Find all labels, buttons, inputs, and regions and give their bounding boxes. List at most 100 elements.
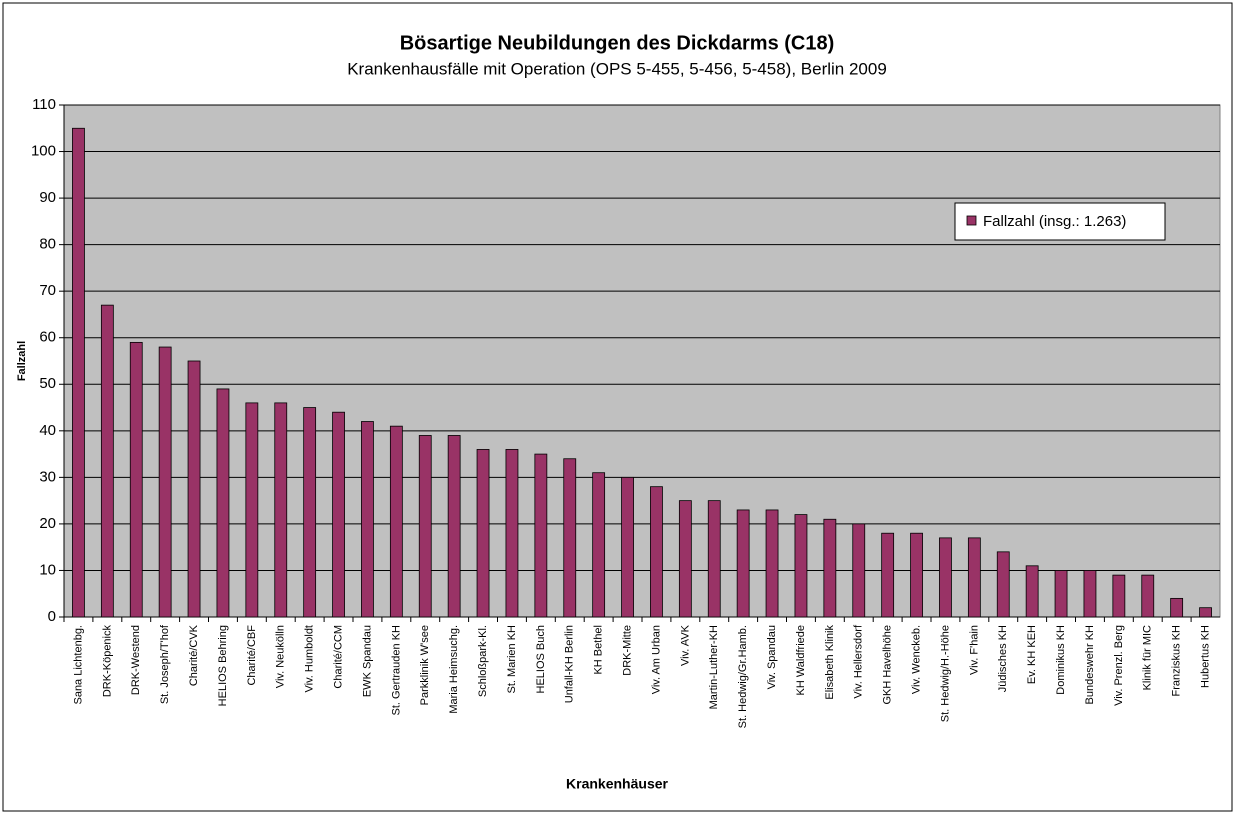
x-tick-label: St. Hedwig/Gr.Hamb. (737, 625, 749, 728)
y-tick-label: 100 (31, 143, 56, 160)
x-axis-label: Krankenhäuser (566, 776, 668, 792)
bar (418, 435, 432, 618)
bar (505, 449, 519, 618)
bar (1170, 597, 1184, 618)
y-tick-label: 30 (39, 468, 56, 485)
x-tick-label: Viv. Humboldt (304, 625, 316, 692)
x-tick-label: Viv. Wenckeb. (910, 625, 922, 694)
bar (794, 514, 808, 618)
bar (1199, 607, 1212, 618)
x-tick-label: Franziskus KH (1171, 625, 1183, 697)
x-tick-label: Unfall-KH Berlin (564, 625, 576, 703)
x-tick-label: Bundeswehr KH (1084, 625, 1096, 705)
bar (303, 407, 317, 618)
bar (447, 435, 461, 618)
bar (187, 360, 201, 618)
y-tick-label: 20 (39, 515, 56, 532)
y-tick-label: 40 (39, 422, 56, 439)
x-tick-label: DRK-Westend (130, 625, 142, 695)
x-tick-label: Viv. Prenzl. Berg (1113, 625, 1125, 706)
bar (216, 388, 230, 618)
x-tick-label: KH Waldfriede (795, 625, 807, 696)
x-tick-label: Charité/CVK (188, 624, 200, 686)
x-tick-label: KH Bethel (593, 625, 605, 675)
x-tick-label: HELIOS Behring (217, 625, 229, 706)
bar (1112, 574, 1126, 618)
x-tick-label: St. Gertrauden KH (390, 625, 402, 716)
legend-box (954, 202, 1166, 241)
x-tick-label: Martin-Luther-KH (708, 625, 720, 709)
bar (881, 532, 895, 618)
y-tick-label: 80 (39, 236, 56, 253)
chart-title: Bösartige Neubildungen des Dickdarms (C1… (400, 32, 835, 54)
bar (852, 523, 866, 618)
x-tick-label: Viv. Spandau (766, 625, 778, 689)
x-tick-label: Schloßpark-Kl. (477, 625, 489, 697)
bar (72, 127, 85, 618)
bar (361, 421, 374, 618)
bar (534, 453, 548, 618)
bar (996, 551, 1010, 618)
x-tick-label: Viv. F'hain (968, 625, 980, 675)
bar (592, 472, 606, 618)
y-tick-label: 10 (39, 561, 56, 578)
x-tick-label: Maria Heimsuchg. (448, 625, 460, 714)
plot-area (63, 104, 1221, 618)
bar (1054, 570, 1068, 618)
bar (621, 476, 634, 618)
bar (563, 458, 577, 618)
x-tick-label: Elisabeth Klinik (824, 625, 836, 700)
x-tick-label: HELIOS Buch (535, 625, 547, 693)
bar (707, 500, 721, 618)
bar (129, 341, 143, 618)
x-tick-label: GKH Havelhöhe (882, 625, 894, 705)
x-tick-label: EWK Spandau (361, 625, 373, 697)
x-tick-label: Ev. KH KEH (1026, 625, 1038, 684)
x-tick-label: Parkklinik W'see (419, 625, 431, 705)
bar (678, 500, 692, 618)
bar (823, 518, 837, 618)
x-tick-label: DRK-Mitte (621, 625, 633, 676)
x-tick-label: DRK-Köpenick (101, 625, 113, 698)
bar (100, 304, 114, 618)
x-tick-label: Charité/CBF (246, 625, 258, 686)
bar (158, 346, 172, 618)
x-tick-label: Dominikus KH (1055, 625, 1067, 695)
legend-label: Fallzahl (insg.: 1.263) (983, 213, 1126, 230)
y-tick-label: 90 (39, 189, 56, 206)
bar (967, 537, 981, 618)
bar (939, 537, 952, 618)
y-tick-label: 110 (32, 96, 56, 113)
x-tick-label: Klinik für MIC (1142, 625, 1154, 690)
x-tick-label: Jüdisches KH (997, 625, 1009, 692)
bar (910, 532, 923, 618)
bar (389, 425, 403, 618)
bar (1025, 565, 1039, 618)
y-axis-label: Fallzahl (16, 341, 28, 381)
bar (1083, 570, 1097, 618)
x-tick-label: Hubertus KH (1199, 625, 1211, 688)
x-tick-label: Charité/CCM (332, 625, 344, 689)
bar (765, 509, 779, 618)
x-tick-label: Sana Lichtenbg. (72, 625, 84, 705)
bar (274, 402, 288, 618)
y-tick-label: 70 (39, 282, 56, 299)
x-tick-label: St. Marien KH (506, 625, 518, 694)
chart-subtitle: Krankenhausfälle mit Operation (OPS 5-45… (347, 59, 887, 78)
bar (1141, 574, 1155, 618)
x-tick-label: Viv. AVK (679, 624, 691, 666)
bar (332, 411, 345, 618)
bar (650, 486, 663, 618)
x-tick-label: Viv. Hellersdorf (853, 624, 865, 699)
x-tick-label: Viv. Am Urban (650, 625, 662, 694)
x-tick-label: St. Hedwig/H.-Höhe (939, 625, 951, 722)
y-tick-label: 50 (39, 375, 56, 392)
y-tick-label: 0 (48, 608, 56, 625)
y-tick-label: 60 (39, 329, 56, 346)
bar (245, 402, 259, 618)
bar (736, 509, 750, 618)
x-tick-label: Viv. Neukölln (275, 625, 287, 688)
legend-swatch (966, 215, 977, 226)
bar (476, 449, 490, 618)
